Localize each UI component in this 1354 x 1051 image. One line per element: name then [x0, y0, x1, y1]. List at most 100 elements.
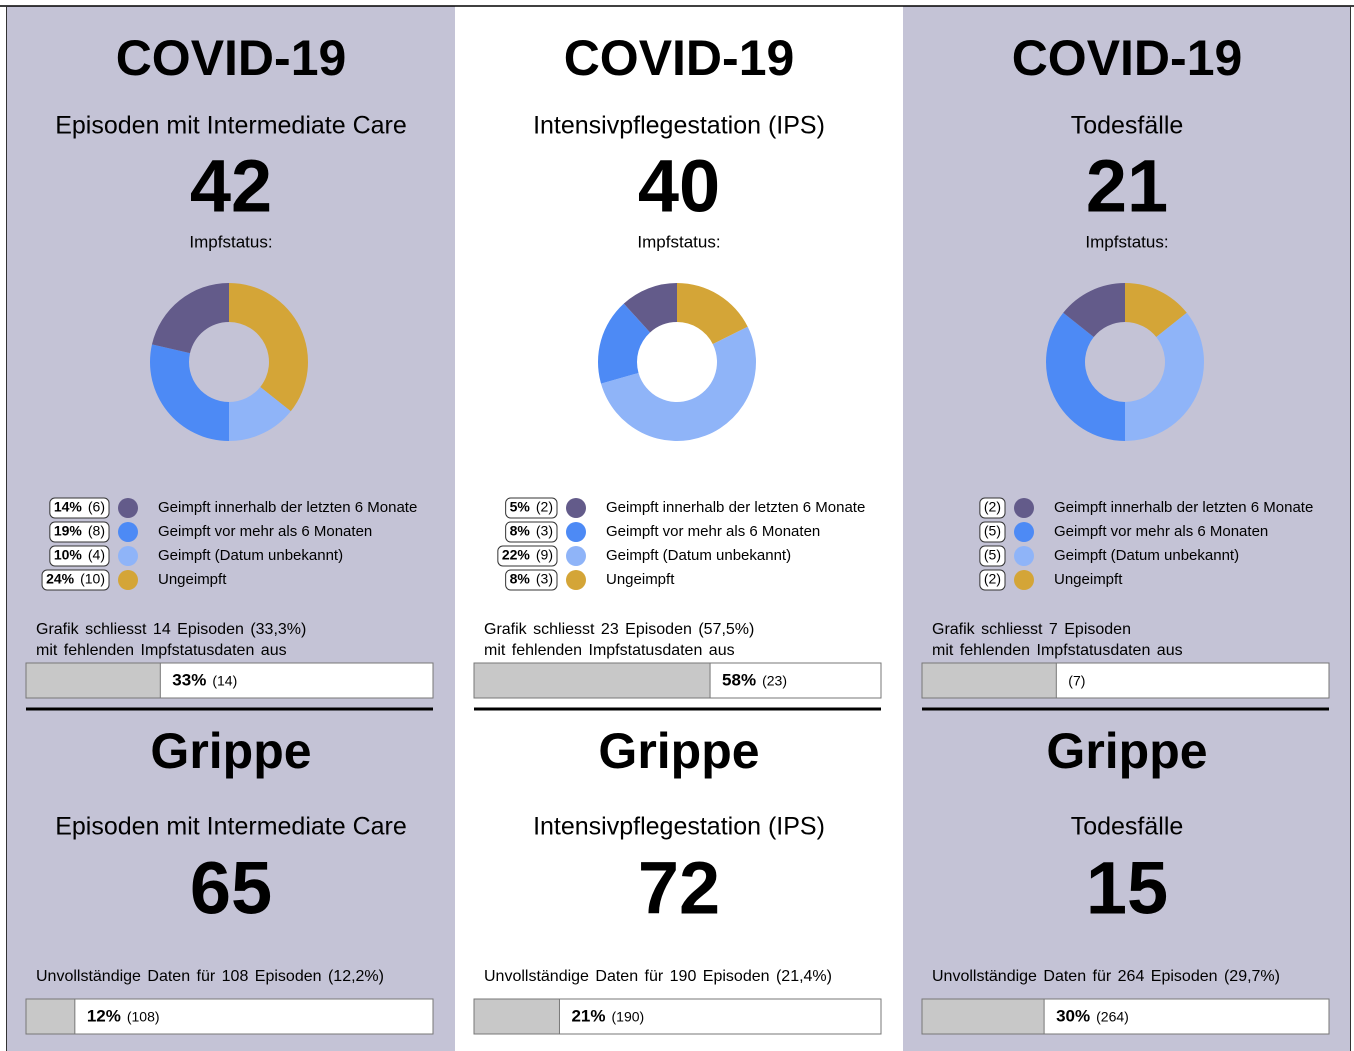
- excluded-note: Grafik schliesst 23 Episoden (57,5%): [484, 621, 754, 638]
- legend-swatch: [566, 522, 586, 542]
- legend-swatch: [1014, 498, 1034, 518]
- legend-label: Geimpft (Datum unbekannt): [606, 547, 791, 564]
- flu-subtitle: Episoden mit Intermediate Care: [55, 813, 407, 841]
- legend-count: (6): [88, 499, 105, 515]
- flu-count: 15: [1086, 847, 1168, 930]
- legend-swatch: [118, 570, 138, 590]
- bar-value: 33%: [172, 670, 206, 689]
- donut-slice: [623, 283, 677, 333]
- legend-swatch: [1014, 522, 1034, 542]
- donut-slice: [1063, 283, 1125, 338]
- legend-pill: [505, 521, 558, 543]
- legend-percent: 19%: [54, 523, 83, 539]
- bar-count: (108): [127, 1009, 160, 1025]
- legend-pill: [497, 545, 558, 567]
- donut-slice: [598, 303, 651, 384]
- bar-value: 30%: [1056, 1006, 1090, 1025]
- legend-pill: [505, 497, 558, 519]
- legend-swatch: [118, 522, 138, 542]
- legend-entry: (8) 19%: [49, 521, 110, 543]
- legend-percent: 22%: [502, 547, 531, 563]
- excluded-note: Grafik schliesst 14 Episoden (33,3%): [36, 621, 306, 638]
- bar-frame: [25, 998, 434, 1035]
- covid-count: 40: [638, 145, 720, 228]
- legend-swatch: [118, 498, 138, 518]
- legend-count: (3): [536, 571, 553, 587]
- legend-label: Geimpft vor mehr als 6 Monaten: [606, 523, 820, 540]
- bar-count: (14): [212, 673, 237, 689]
- bar-fill: [921, 662, 1057, 699]
- panel-background: [903, 6, 1351, 1051]
- excluded-note: Grafik schliesst 7 Episoden: [932, 621, 1131, 638]
- bar-fill: [473, 662, 711, 699]
- legend-percent: 14%: [54, 499, 83, 515]
- excluded-note: mit fehlenden Impfstatusdaten aus: [484, 642, 735, 659]
- legend-label: Geimpft innerhalb der letzten 6 Monate: [1054, 499, 1313, 516]
- legend-count: (4): [88, 547, 105, 563]
- legend-swatch: [566, 498, 586, 518]
- incomplete-note: Unvollständige Daten für 108 Episoden (1…: [36, 968, 384, 985]
- legend-entry: (6) 14%: [49, 497, 110, 519]
- legend-swatch: [566, 546, 586, 566]
- flu-title: Grippe: [150, 723, 311, 779]
- legend-entry: (2): [979, 497, 1006, 519]
- flu-subtitle: Todesfälle: [1071, 813, 1184, 841]
- legend-entry: (3) 8%: [505, 569, 558, 591]
- donut-slice: [677, 283, 748, 345]
- legend-entry: (3) 8%: [505, 521, 558, 543]
- legend-entry: (4) 10%: [49, 545, 110, 567]
- legend-pill: [979, 569, 1006, 591]
- legend-swatch: [566, 570, 586, 590]
- flu-title: Grippe: [1046, 723, 1207, 779]
- covid-title: COVID-19: [1012, 30, 1243, 86]
- legend-label: Geimpft innerhalb der letzten 6 Monate: [606, 499, 865, 516]
- covid-count: 42: [190, 145, 272, 228]
- legend-label: Geimpft vor mehr als 6 Monaten: [158, 523, 372, 540]
- bar-fill: [473, 998, 560, 1035]
- covid-count: 21: [1086, 145, 1168, 228]
- covid-subtitle: Episoden mit Intermediate Care: [55, 112, 407, 140]
- bar-fill: [921, 998, 1045, 1035]
- donut-slice: [150, 344, 229, 441]
- bar-count: (23): [762, 673, 787, 689]
- flu-count: 72: [638, 847, 720, 930]
- legend-count: (2): [984, 571, 1001, 587]
- donut-slice: [1046, 312, 1125, 441]
- incomplete-note: Unvollständige Daten für 190 Episoden (2…: [484, 968, 832, 985]
- legend-label: Geimpft (Datum unbekannt): [158, 547, 343, 564]
- status-label: Impfstatus:: [637, 232, 720, 251]
- legend-percent: 8%: [510, 571, 531, 587]
- legend-count: (5): [984, 547, 1001, 563]
- bar-fill: [25, 998, 76, 1035]
- legend-entry: (5): [979, 545, 1006, 567]
- legend-percent: 10%: [54, 547, 83, 563]
- donut-slice: [601, 326, 756, 441]
- legend-pill: [505, 569, 558, 591]
- legend-count: (2): [536, 499, 553, 515]
- covid-title: COVID-19: [116, 30, 347, 86]
- legend-label: Geimpft innerhalb der letzten 6 Monate: [158, 499, 417, 516]
- flu-subtitle: Intensivpflegestation (IPS): [533, 813, 825, 841]
- status-label: Impfstatus:: [189, 232, 272, 251]
- legend-count: (10): [80, 571, 105, 587]
- bar-value: 12%: [87, 1006, 121, 1025]
- legend-count: (5): [984, 523, 1001, 539]
- flu-count: 65: [190, 847, 272, 930]
- legend-pill: [49, 497, 110, 519]
- legend-label: Geimpft vor mehr als 6 Monaten: [1054, 523, 1268, 540]
- legend-label: Ungeimpft: [1054, 571, 1123, 588]
- legend-label: Ungeimpft: [606, 571, 675, 588]
- legend-percent: 5%: [510, 499, 531, 515]
- covid-subtitle: Intensivpflegestation (IPS): [533, 112, 825, 140]
- legend-count: (2): [984, 499, 1001, 515]
- bar-count: (190): [612, 1009, 645, 1025]
- excluded-note: mit fehlenden Impfstatusdaten aus: [932, 642, 1183, 659]
- covid-title: COVID-19: [564, 30, 795, 86]
- legend-entry: (2): [979, 569, 1006, 591]
- legend-entry: (5): [979, 521, 1006, 543]
- legend-pill: [979, 521, 1006, 543]
- bar-fill: [25, 662, 161, 699]
- donut-slice: [229, 386, 291, 441]
- incomplete-note: Unvollständige Daten für 264 Episoden (2…: [932, 968, 1280, 985]
